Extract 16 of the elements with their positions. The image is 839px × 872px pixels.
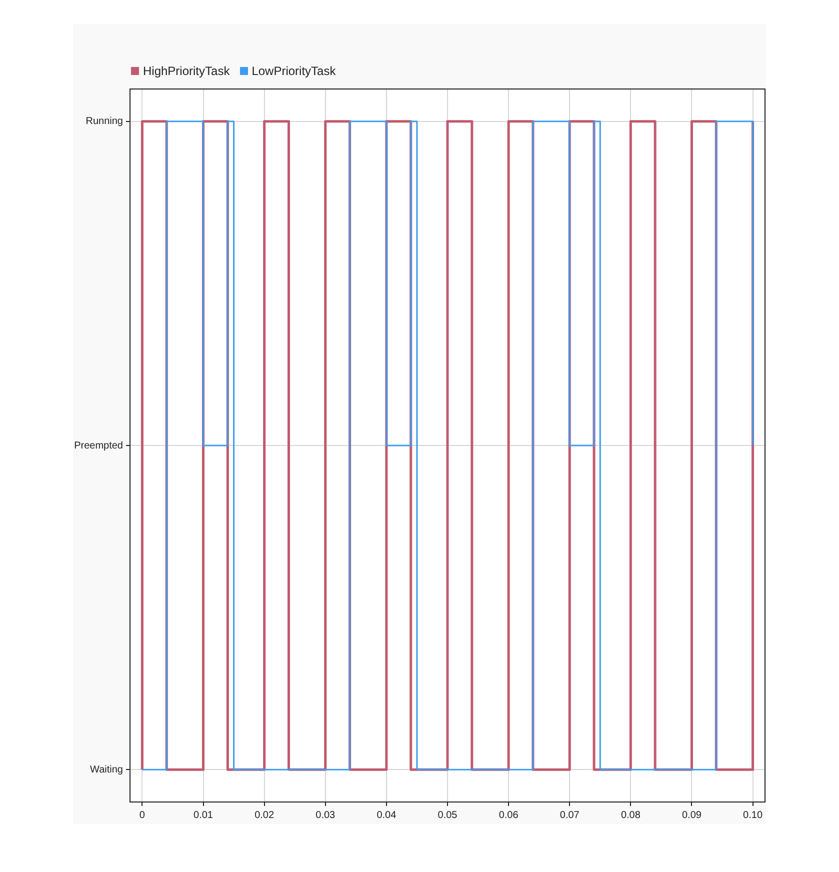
legend-label: HighPriorityTask xyxy=(142,64,230,78)
x-tick-label: 0.10 xyxy=(743,810,763,821)
x-tick-label: 0.02 xyxy=(254,810,274,821)
x-tick-label: 0.01 xyxy=(194,810,214,821)
x-tick-label: 0.04 xyxy=(376,810,397,821)
x-tick-label: 0.09 xyxy=(682,810,702,821)
x-tick-label: 0 xyxy=(139,810,146,821)
x-tick-label: 0.08 xyxy=(620,810,641,821)
legend-label: LowPriorityTask xyxy=(250,64,336,78)
x-tick-label: 0.07 xyxy=(560,810,580,821)
text: Waiting xyxy=(90,764,123,776)
text: Running xyxy=(86,116,123,128)
x-tick-label: 0.06 xyxy=(498,810,519,821)
x-tick-label: 0.03 xyxy=(316,810,336,821)
x-tick-label: 0.05 xyxy=(438,810,458,821)
text: Preempted xyxy=(74,440,123,452)
